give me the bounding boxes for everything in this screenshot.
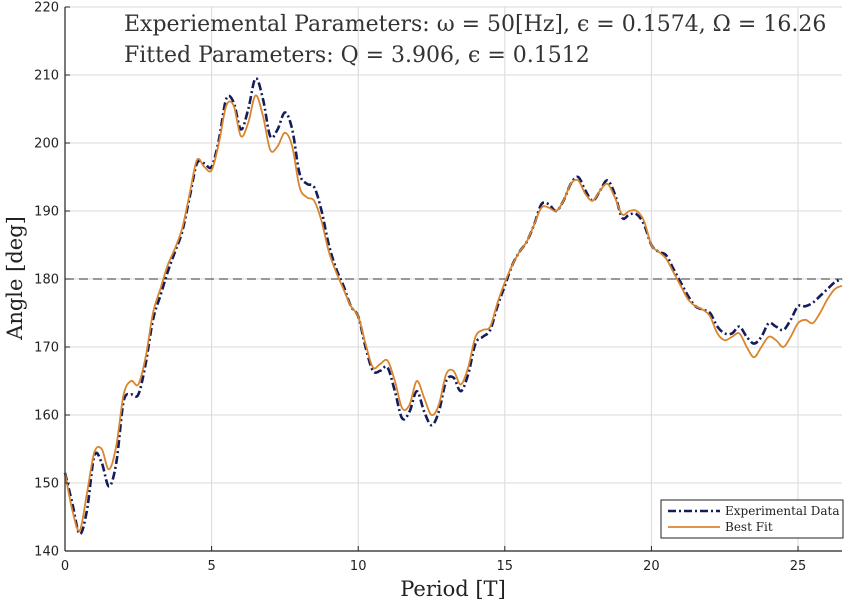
y-tick-label-150: 150 — [34, 477, 59, 492]
y-tick-label-200: 200 — [34, 137, 59, 152]
y-tick-label-170: 170 — [34, 341, 59, 356]
series-line-experimental — [63, 77, 843, 536]
x-tick-label-10: 10 — [350, 559, 367, 574]
series-line-best-fit — [64, 94, 843, 532]
y-tick-label-210: 210 — [34, 69, 59, 84]
tick-labels: 0 5 10 15 20 25 140 150 160 170 180 190 200 210 220 — [34, 1, 806, 575]
x-tick-label-5: 5 — [207, 559, 215, 574]
y-tick-label-190: 190 — [34, 205, 59, 220]
annotation-experimental-parameters: Experiemental Parameters: ω = 50[Hz], ϵ … — [124, 12, 826, 37]
series-layer — [63, 77, 843, 536]
legend-box — [660, 499, 844, 539]
x-tick-label-25: 25 — [790, 559, 807, 574]
y-tick-label-220: 220 — [34, 1, 59, 16]
legend-label-best-fit: Best Fit — [725, 520, 773, 534]
x-tick-label-15: 15 — [497, 559, 514, 574]
legend: Experimental Data Best Fit — [660, 499, 844, 539]
axes — [64, 6, 842, 552]
x-tick-label-0: 0 — [61, 559, 69, 574]
y-axis-label: Angle [deg] — [3, 216, 27, 341]
x-tick-label-20: 20 — [643, 559, 660, 574]
annotation-fitted-parameters: Fitted Parameters: Q = 3.906, ϵ = 0.1512 — [124, 43, 590, 68]
x-axis-label: Period [T] — [400, 577, 506, 601]
y-tick-label-180: 180 — [34, 273, 59, 288]
y-tick-label-160: 160 — [34, 409, 59, 424]
legend-label-experimental: Experimental Data — [725, 504, 839, 518]
y-tick-label-140: 140 — [34, 545, 59, 560]
